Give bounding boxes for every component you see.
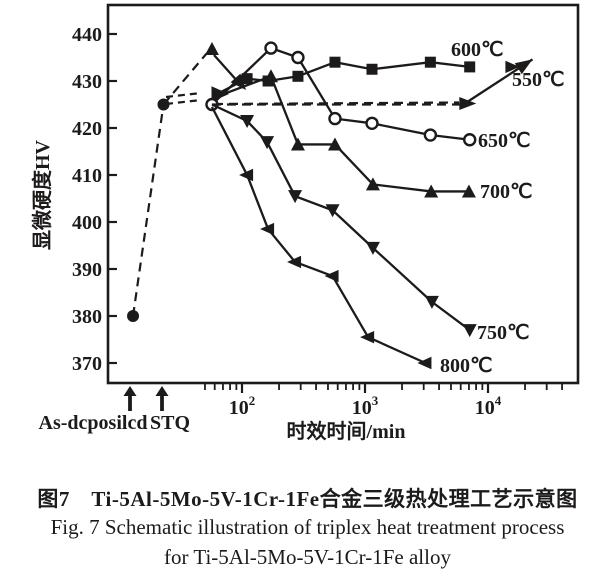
series-700℃: 700℃ bbox=[211, 69, 532, 203]
caption-english-2: for Ti-5Al-5Mo-5V-1Cr-1Fe alloy bbox=[164, 545, 451, 569]
series-550℃: 550℃ bbox=[211, 58, 564, 110]
series-800℃: 800℃ bbox=[210, 106, 492, 377]
svg-text:104: 104 bbox=[475, 393, 502, 419]
series-label-550℃: 550℃ bbox=[512, 69, 564, 91]
as-deposited-label: As-dcposilcd bbox=[39, 412, 148, 434]
as-deposited-arrow-icon bbox=[123, 386, 137, 411]
svg-text:显微硬度HV: 显微硬度HV bbox=[30, 139, 54, 250]
svg-text:430: 430 bbox=[72, 71, 102, 93]
series-label-750℃: 750℃ bbox=[477, 322, 529, 344]
stq-label: STQ bbox=[150, 412, 190, 434]
svg-text:440: 440 bbox=[72, 24, 102, 46]
series-750℃: 750℃ bbox=[211, 103, 529, 344]
svg-text:390: 390 bbox=[72, 259, 102, 281]
series-label-600℃: 600℃ bbox=[451, 39, 503, 61]
plot-border bbox=[106, 3, 580, 385]
svg-text:420: 420 bbox=[72, 118, 102, 140]
stq-arrow-icon bbox=[155, 386, 169, 411]
series-label-650℃: 650℃ bbox=[478, 130, 530, 152]
svg-text:103: 103 bbox=[352, 393, 379, 419]
svg-text:400: 400 bbox=[72, 212, 102, 234]
svg-text:380: 380 bbox=[72, 306, 102, 328]
svg-text:370: 370 bbox=[72, 353, 102, 375]
svg-text:102: 102 bbox=[229, 393, 256, 419]
caption-chinese: 图7 Ti-5Al-5Mo-5V-1Cr-1Fe合金三级热处理工艺示意图 bbox=[37, 487, 578, 511]
chart-svg: 440 430 420 410 400 390 380 370 102 103 104 时效时间/mi… bbox=[30, 3, 580, 443]
y-axis: 440 430 420 410 400 390 380 370 bbox=[72, 24, 117, 375]
x-axis-title: 时效时间/min bbox=[287, 419, 406, 443]
series-650℃: 650℃ bbox=[205, 41, 530, 152]
x-axis: 102 103 104 时效时间/min bbox=[204, 383, 563, 443]
series-label-800℃: 800℃ bbox=[440, 355, 492, 377]
svg-text:410: 410 bbox=[72, 165, 102, 187]
series-600℃: 600℃ bbox=[211, 39, 503, 98]
y-axis-title: 显微硬度HV bbox=[30, 139, 54, 250]
series-label-700℃: 700℃ bbox=[480, 181, 532, 203]
bottom-annotations: As-dcposilcd STQ bbox=[39, 386, 190, 434]
caption-english-1: Fig. 7 Schematic illustration of triplex… bbox=[50, 515, 565, 539]
